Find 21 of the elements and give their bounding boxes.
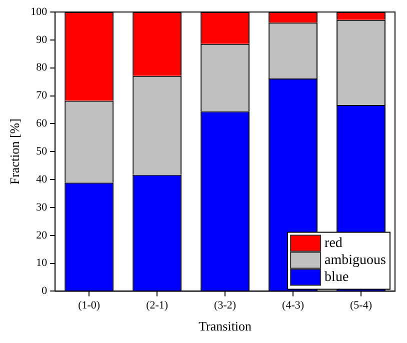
legend-label: blue (324, 270, 349, 285)
y-tick-label: 80 (36, 62, 48, 74)
y-tick-label: 50 (36, 145, 48, 158)
x-tick-label: (4-3) (282, 300, 304, 312)
y-tick-label: 0 (42, 285, 48, 298)
y-tick-label: 20 (36, 229, 48, 242)
y-tick-label: 40 (36, 173, 48, 186)
x-axis-title: Transition (198, 318, 252, 334)
y-tick-label: 70 (36, 90, 48, 102)
legend-label: ambiguous (324, 252, 386, 268)
x-tick-label: (3-2) (214, 300, 236, 312)
y-tick-label: 100 (30, 6, 48, 18)
y-tick-label: 10 (36, 257, 48, 270)
y-tick-label: 90 (36, 34, 48, 46)
x-tick-label: (2-1) (146, 300, 168, 312)
y-axis-title: Fraction [%] (7, 118, 22, 185)
x-tick-label: (1-0) (78, 300, 100, 312)
legend-label: red (324, 236, 342, 251)
x-tick-label: (5-4) (350, 300, 372, 312)
y-tick-label: 30 (36, 201, 48, 214)
y-tick-label: 60 (36, 118, 48, 130)
